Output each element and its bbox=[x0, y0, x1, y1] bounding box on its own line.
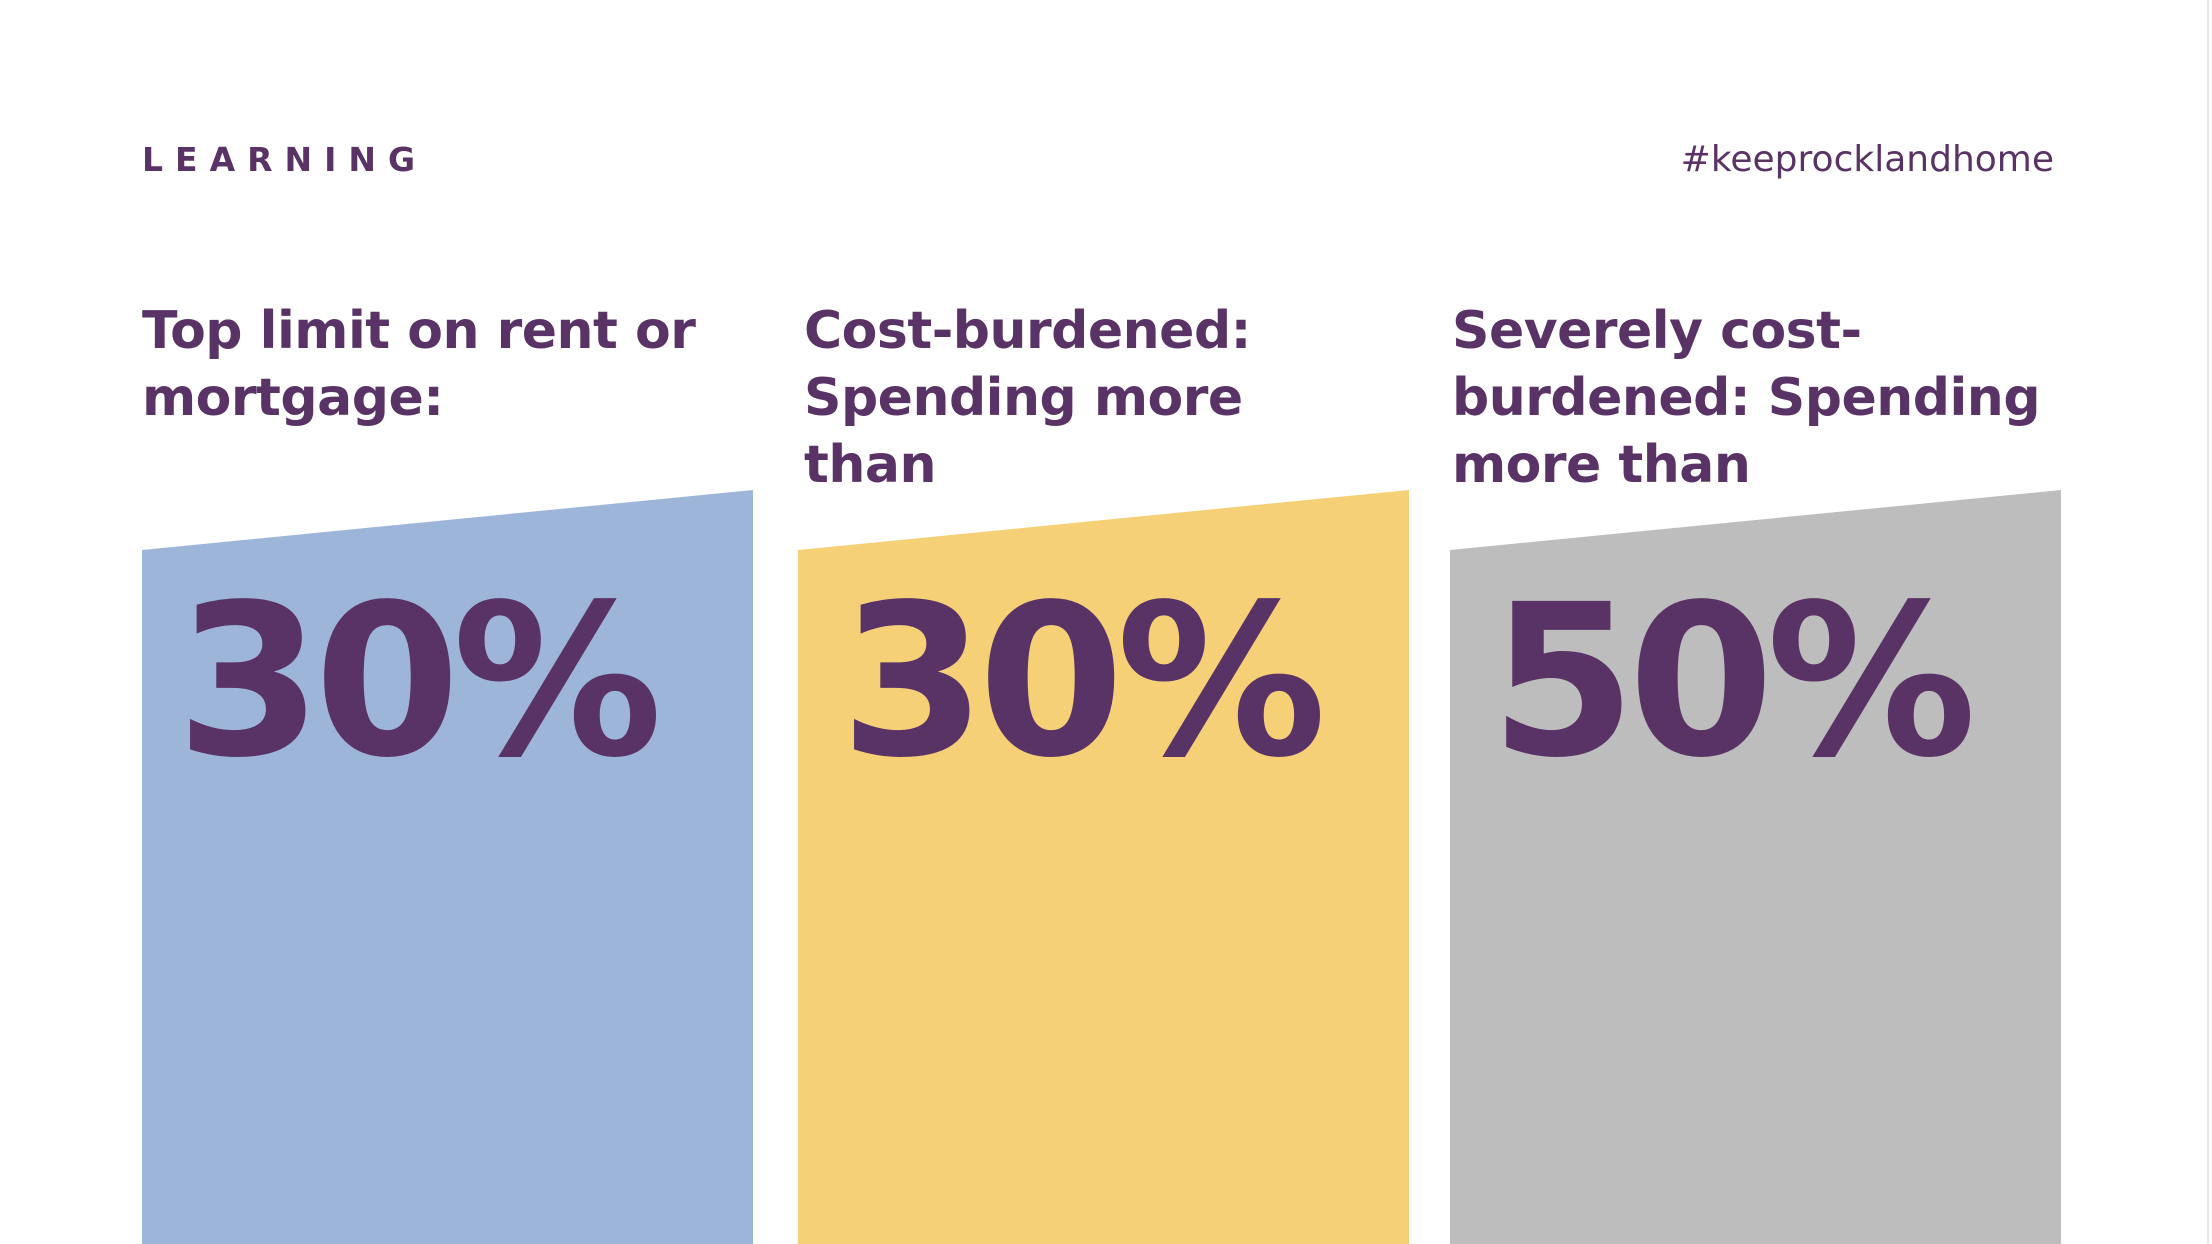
card-2-percentage: 30% bbox=[840, 559, 1327, 804]
card-1-panel: 30% bbox=[142, 490, 753, 1244]
card-3-percentage: 50% bbox=[1490, 559, 1977, 804]
card-2-heading: Cost-burdened: Spending more than bbox=[804, 301, 1251, 495]
card-1-percentage: 30% bbox=[176, 559, 663, 804]
card-1-heading: Top limit on rent or mortgage: bbox=[142, 301, 696, 428]
hashtag-label: #keeprocklandhome bbox=[1680, 139, 2054, 180]
card-3-panel: 50% bbox=[1450, 490, 2061, 1244]
card-3-heading: Severely cost-burdened: Spending more th… bbox=[1452, 301, 2041, 495]
section-label: LEARNING bbox=[142, 140, 428, 179]
card-2-panel: 30% bbox=[798, 490, 1409, 1244]
edge-divider bbox=[2207, 0, 2209, 1244]
